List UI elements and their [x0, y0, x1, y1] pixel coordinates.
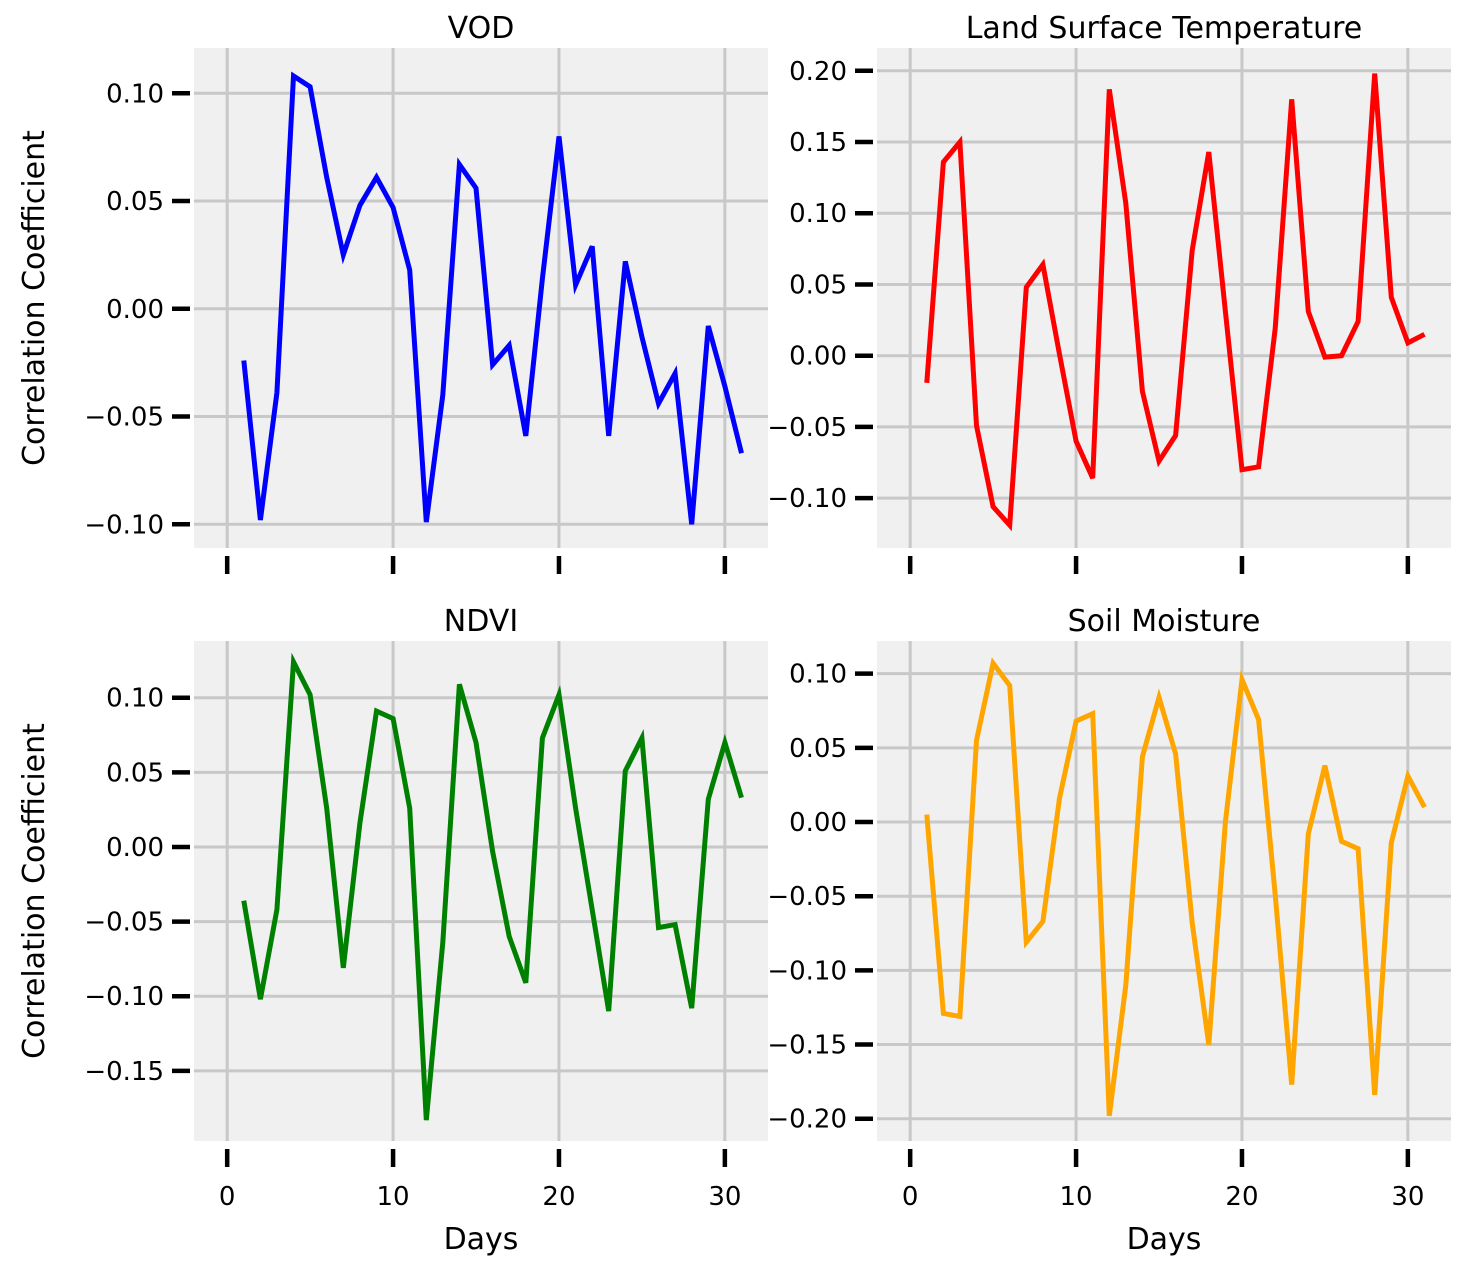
subplot-2: −0.10 −0.05 0.00 0.05 0.10 0.15 0.20 Land Surfa…	[767, 11, 1451, 574]
y-tick-label: 0.05	[789, 270, 847, 300]
x-tick-label: 0	[902, 1182, 919, 1212]
y-tick-label: 0.10	[789, 199, 847, 229]
y-tick-label: 0.00	[789, 808, 847, 838]
y-tick-label: −0.05	[84, 403, 164, 433]
y-tick-label: −0.10	[84, 982, 164, 1012]
y-tick-label: −0.05	[84, 908, 164, 938]
plot-area	[877, 641, 1451, 1141]
subplot-3: 0 10 20 30 −0.15 −0.10 −0.05 0.00 0.05 0.10 NDVI Da…	[17, 604, 768, 1257]
chart-title: Land Surface Temperature	[966, 11, 1363, 46]
y-tick-label: −0.05	[767, 882, 847, 912]
y-tick-label: 0.05	[106, 758, 164, 788]
y-tick-label: 0.10	[106, 684, 164, 714]
y-tick-label: −0.05	[767, 413, 847, 443]
y-tick-label: 0.10	[789, 660, 847, 690]
series-line	[241, 71, 744, 525]
y-tick-label: 0.00	[789, 342, 847, 372]
y-tick-label: 0.05	[106, 187, 164, 217]
y-tick-label: −0.20	[767, 1105, 847, 1135]
chart-title: NDVI	[444, 604, 518, 639]
x-tick-label: 30	[708, 1182, 741, 1212]
plot-area	[877, 48, 1451, 548]
x-axis-label: Days	[444, 1222, 519, 1257]
x-tick-label: 10	[377, 1182, 410, 1212]
y-tick-label: 0.00	[106, 295, 164, 325]
series-line	[924, 73, 1426, 532]
chart-title: VOD	[448, 11, 515, 46]
x-tick-label: 30	[1391, 1182, 1424, 1212]
y-tick-label: 0.20	[789, 57, 847, 87]
y-tick-label: −0.10	[84, 510, 164, 540]
y-tick-label: 0.00	[106, 833, 164, 863]
y-tick-label: 0.05	[789, 734, 847, 764]
y-tick-label: −0.10	[767, 956, 847, 986]
x-tick-label: 20	[1225, 1182, 1258, 1212]
y-axis-label: Correlation Coefficient	[17, 130, 52, 466]
x-tick-label: 20	[542, 1182, 575, 1212]
subplot-4: 0 10 20 30 −0.20 −0.15 −0.10 −0.05 0.00 0.05 0.10 S…	[767, 604, 1451, 1257]
chart-title: Soil Moisture	[1068, 604, 1261, 639]
x-tick-label: 10	[1060, 1182, 1093, 1212]
y-tick-label: 0.10	[106, 79, 164, 109]
subplot-1: −0.10 −0.05 0.00 0.05 0.10 VOD Correlation Coe…	[17, 11, 768, 574]
series-line	[241, 652, 744, 1121]
x-axis-label: Days	[1127, 1222, 1202, 1257]
x-tick-label: 0	[219, 1182, 236, 1212]
y-tick-label: −0.15	[767, 1031, 847, 1061]
y-tick-label: −0.15	[84, 1057, 164, 1087]
y-tick-label: 0.15	[789, 128, 847, 158]
y-tick-label: −0.10	[767, 484, 847, 514]
y-axis-label: Correlation Coefficient	[17, 723, 52, 1059]
series-line	[924, 657, 1427, 1117]
